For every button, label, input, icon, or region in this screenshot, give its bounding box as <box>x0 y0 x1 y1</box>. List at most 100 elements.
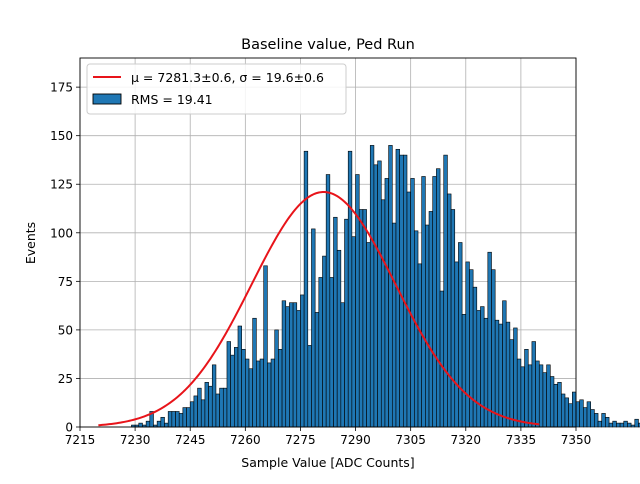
histogram-bar <box>373 164 378 428</box>
histogram-bar <box>568 403 573 428</box>
histogram-bar <box>403 154 408 428</box>
histogram-bar <box>248 368 253 428</box>
histogram-bar <box>219 387 224 428</box>
histogram-bar <box>175 411 180 428</box>
histogram-bar <box>292 302 298 428</box>
histogram-bar <box>469 269 474 428</box>
legend: μ = 7281.3±0.6, σ = 19.6±0.6 RMS = 19.41 <box>86 63 347 115</box>
histogram-bar <box>447 193 452 428</box>
histogram-bar <box>377 160 382 428</box>
x-tick-label: 7275 <box>285 433 316 447</box>
histogram-bar <box>325 174 331 428</box>
histogram-bar <box>358 209 364 428</box>
histogram-bar <box>366 242 371 428</box>
histogram-bar <box>362 209 367 428</box>
legend-fit-label: μ = 7281.3±0.6, σ = 19.6±0.6 <box>131 70 324 85</box>
histogram-bar <box>237 325 242 428</box>
plot-frame <box>79 57 577 428</box>
histogram-bar <box>318 277 323 428</box>
histogram-bar <box>630 424 636 428</box>
histogram-bar <box>572 391 577 428</box>
histogram-bar <box>208 385 213 428</box>
histogram-bar <box>303 150 309 428</box>
histogram-bar <box>351 236 356 428</box>
histogram-bar <box>612 420 617 428</box>
histogram-bar <box>450 209 456 428</box>
histogram-bar <box>281 300 287 428</box>
histogram-bar <box>222 387 228 428</box>
histogram-bar <box>623 420 628 428</box>
histogram-bar <box>252 317 257 428</box>
histogram-bar <box>340 302 345 428</box>
histogram-bar <box>428 211 434 428</box>
histogram-bar <box>215 393 220 428</box>
histogram-bar <box>241 349 246 428</box>
histogram-bar <box>461 314 467 428</box>
histogram-bar <box>164 422 169 428</box>
histogram-bar <box>608 422 614 428</box>
histogram-bar <box>502 300 507 428</box>
histogram-bar <box>505 321 511 428</box>
histogram-bar <box>270 358 276 428</box>
histogram-bar <box>336 249 342 428</box>
histogram-bar <box>583 407 588 428</box>
histogram-bar <box>355 174 360 428</box>
x-tick-label: 7230 <box>120 433 151 447</box>
histogram-bar <box>605 416 610 428</box>
y-tick-label: 0 <box>65 421 73 435</box>
histogram-bar <box>557 382 562 428</box>
histogram-bar <box>259 358 265 428</box>
histogram-bar <box>267 362 272 428</box>
histogram-bar <box>347 150 353 428</box>
histogram-bar <box>186 407 191 428</box>
histogram-bar <box>278 349 283 428</box>
histogram-bar <box>138 422 143 428</box>
histogram-bar <box>234 347 239 428</box>
histogram-bar <box>601 413 606 428</box>
legend-box <box>86 63 347 115</box>
histogram-bar <box>483 317 489 428</box>
histogram-bar <box>542 372 547 428</box>
histogram-bar <box>211 364 217 428</box>
x-tick-label: 7245 <box>175 433 206 447</box>
histogram-bar <box>193 395 198 428</box>
y-tick-label: 75 <box>58 275 73 289</box>
histogram-bar <box>300 294 305 428</box>
histogram-bar <box>549 376 555 428</box>
histogram-bar <box>443 154 448 428</box>
x-axis-label: Sample Value [ADC Counts] <box>241 455 414 470</box>
histogram-bar <box>160 416 165 428</box>
y-tick-label: 125 <box>50 178 73 192</box>
histogram-bar <box>200 399 206 428</box>
chart-title: Baseline value, Ped Run <box>241 37 415 53</box>
histogram-bar <box>156 420 162 428</box>
histogram-bar <box>516 358 522 428</box>
histogram-bar <box>333 216 338 428</box>
histogram-bar <box>414 230 419 428</box>
histogram-bar <box>586 401 591 428</box>
histogram-bar <box>391 222 397 428</box>
histogram-bar <box>458 242 463 428</box>
histogram-bar <box>476 310 481 428</box>
histogram-bar <box>454 261 459 428</box>
histogram-bar <box>627 422 632 428</box>
histogram-bar <box>329 277 334 428</box>
legend-histogram-label: RMS = 19.41 <box>131 92 213 107</box>
histogram-bar <box>634 418 639 428</box>
histogram-bars <box>131 145 640 428</box>
histogram-bar <box>369 145 375 428</box>
histogram-bar <box>590 409 595 428</box>
histogram-bar <box>509 339 514 428</box>
histogram-bar <box>399 154 404 428</box>
gaussian-fit-curve <box>98 191 540 427</box>
y-axis-label: Events <box>23 222 38 264</box>
y-axis-ticks: 0 25 50 75 100 125 150 175 <box>50 81 80 435</box>
histogram-bar <box>575 401 580 428</box>
histogram-bar <box>167 411 173 428</box>
histogram-bar <box>564 397 569 428</box>
histogram-bar <box>307 345 312 428</box>
histogram-bar <box>417 263 422 428</box>
histogram-bar <box>274 329 279 428</box>
